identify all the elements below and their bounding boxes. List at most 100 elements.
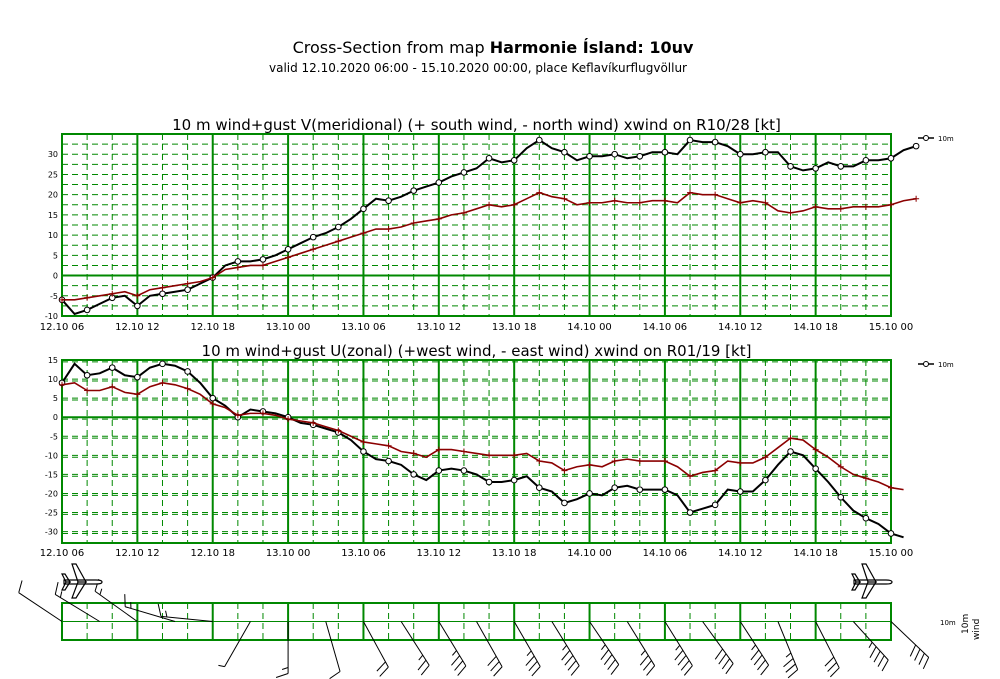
gust-point [561, 467, 568, 474]
wind-point [611, 484, 618, 492]
wind-point [510, 476, 518, 484]
wind-point [711, 138, 719, 146]
x-tick-label: 12.10 12 [115, 322, 160, 333]
wind-point [787, 448, 794, 455]
wind-barb [325, 621, 341, 679]
gust-point [812, 203, 819, 210]
gust-point [310, 419, 317, 426]
x-tick-label: 14.10 12 [718, 322, 763, 333]
x-tick-label: 12.10 06 [40, 548, 85, 559]
wind-point [711, 501, 719, 509]
x-tick-label: 13.10 12 [417, 322, 462, 333]
gust-point [360, 230, 367, 237]
gust-point [410, 219, 417, 226]
gust-point [460, 448, 467, 455]
wind-point [686, 136, 694, 144]
gust-point [536, 189, 543, 196]
gust-point [712, 467, 719, 474]
wind-barb [438, 621, 467, 676]
x-tick-label: 13.10 06 [341, 322, 386, 333]
wind-point [787, 163, 794, 170]
gust-point [611, 458, 618, 465]
barb-height-label: 10m [940, 619, 956, 627]
wind-point [435, 179, 443, 186]
wind-point [284, 245, 292, 253]
wind-point [510, 156, 518, 164]
wind-point [485, 154, 493, 162]
x-tick-label: 15.10 00 [869, 548, 914, 559]
gust-point [259, 262, 266, 269]
wind-point [586, 152, 593, 160]
chart-title: 10 m wind+gust U(zonal) (+west wind, - e… [202, 342, 752, 360]
wind-barb [476, 621, 503, 677]
gust-point [285, 254, 292, 261]
gust-point [209, 400, 216, 407]
wind-point [485, 478, 493, 486]
gust-point [234, 264, 241, 271]
plot-frame [61, 359, 892, 544]
gust-point [837, 205, 844, 212]
gust-point [59, 296, 65, 303]
gust-point [134, 391, 141, 398]
gust-series-line [61, 382, 904, 491]
wind-barb [18, 580, 63, 622]
wind-point [862, 156, 870, 164]
wind-point [862, 514, 870, 522]
wind-point [561, 499, 568, 507]
wind-point [360, 205, 367, 213]
gust-point [159, 284, 166, 291]
gust-point [109, 383, 116, 390]
wind-point [385, 457, 392, 465]
wind-point [108, 364, 116, 371]
gust-point [913, 195, 920, 202]
x-tick-label: 12.10 12 [115, 548, 160, 559]
y-tick-label: 20 [48, 191, 58, 200]
y-tick-label: 10 [48, 231, 58, 240]
gust-point [712, 191, 719, 198]
x-tick-label: 13.10 18 [492, 322, 537, 333]
y-tick-label: 15 [48, 211, 58, 220]
y-tick-label: -30 [45, 528, 58, 537]
gust-point [435, 446, 442, 453]
gust-point [687, 189, 694, 196]
wind-point [83, 306, 91, 314]
wind-point [636, 486, 644, 493]
wind-barb [54, 582, 100, 622]
gust-point [59, 381, 65, 388]
gust-point [460, 209, 467, 216]
x-tick-label: 13.10 06 [341, 548, 386, 559]
y-tick-label: 5 [53, 251, 58, 260]
page-title: Cross-Section from map Harmonie Ísland: … [292, 38, 694, 57]
chart-title: 10 m wind+gust V(meridional) (+ south wi… [172, 116, 781, 134]
gust-point [486, 201, 493, 208]
airplane-shape [851, 563, 893, 599]
wind-point [435, 467, 443, 474]
x-tick-label: 13.10 12 [417, 548, 462, 559]
legend-marker [923, 135, 929, 141]
gust-point [486, 452, 493, 459]
wind-barb [852, 621, 889, 672]
gust-point [661, 458, 668, 465]
y-tick-label: -5 [50, 432, 58, 441]
gust-point [862, 203, 869, 210]
wind-point [912, 142, 920, 150]
y-tick-label: 0 [53, 272, 58, 281]
wind-barb [551, 621, 580, 676]
gust-point [84, 294, 91, 301]
y-tick-label: -10 [45, 312, 58, 321]
gust-point [109, 290, 116, 297]
wind-point [83, 371, 91, 379]
x-tick-label: 13.10 00 [266, 548, 311, 559]
wind-barb [890, 621, 930, 669]
wind-barb [94, 579, 138, 622]
wind-point [661, 486, 669, 493]
wind-barb-strip: 10m 10m wind [18, 563, 982, 679]
wind-point [335, 223, 342, 231]
airplane-shape [61, 563, 103, 599]
gust-point [511, 452, 518, 459]
wind-point [837, 493, 845, 501]
gust-point [636, 199, 643, 206]
wind-point [887, 530, 895, 537]
legend-label: 10m [938, 135, 954, 143]
